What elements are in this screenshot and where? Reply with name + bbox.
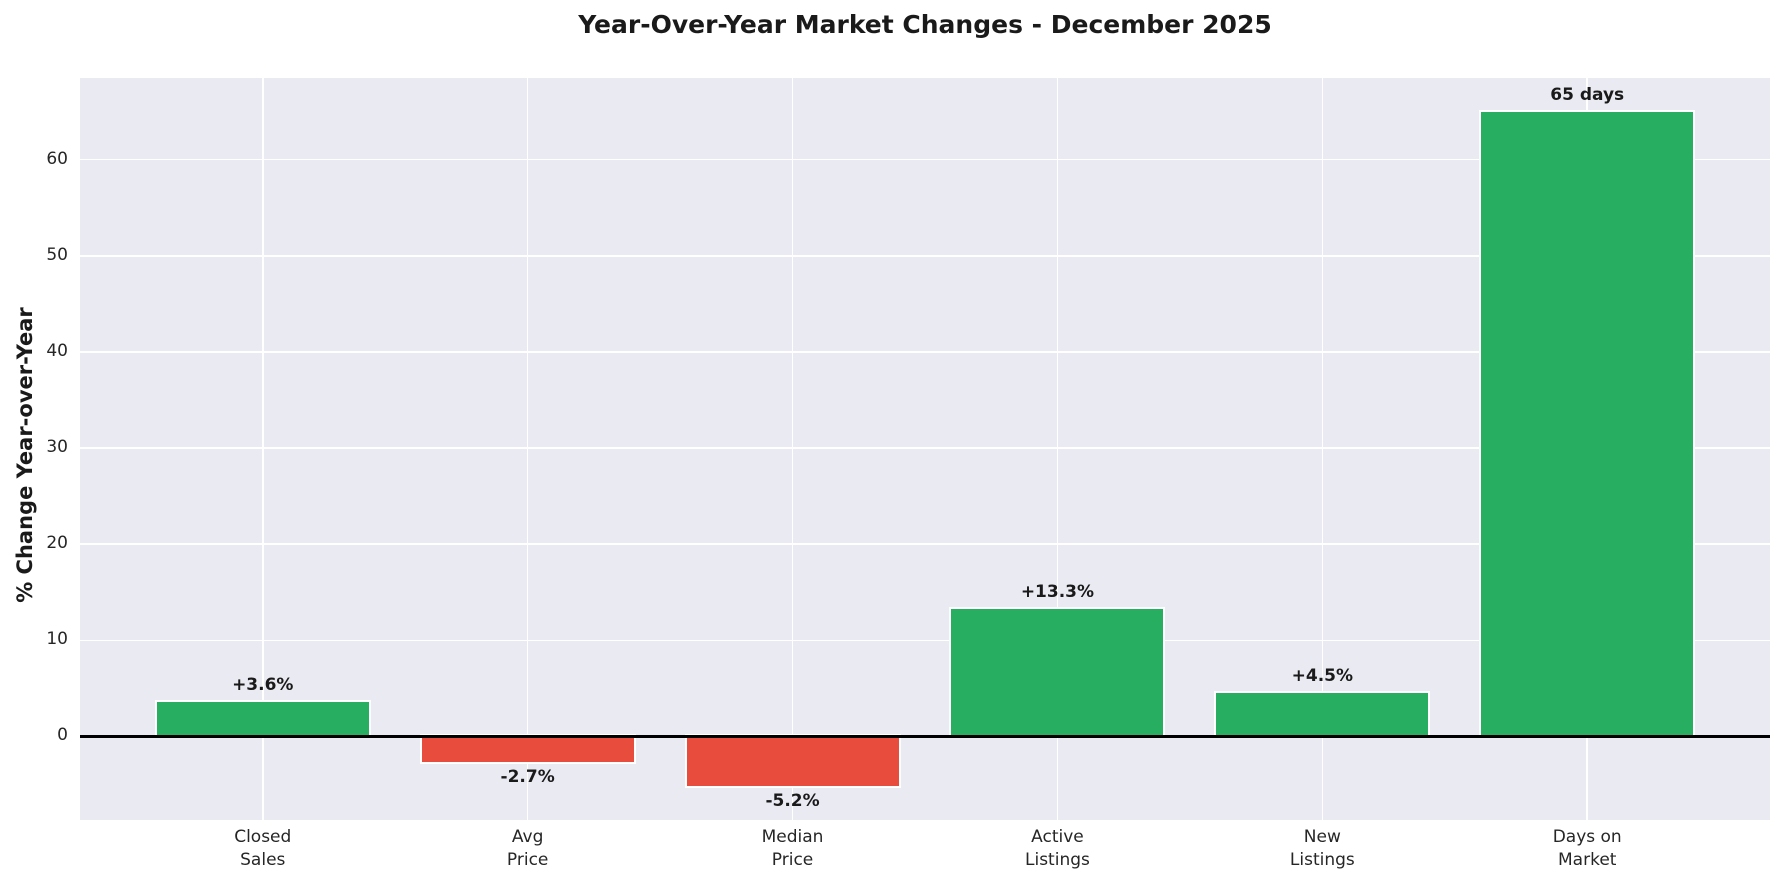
gridline-horizontal — [80, 351, 1770, 353]
bar-value-label: +3.6% — [232, 674, 294, 695]
gridline-vertical — [526, 78, 529, 820]
chart-bar — [949, 606, 1166, 739]
y-tick-label: 10 — [46, 629, 68, 650]
y-tick-label: 0 — [57, 725, 68, 746]
chart-bar — [154, 699, 371, 739]
bar-value-label: +13.3% — [1020, 581, 1095, 602]
bar-value-label: -5.2% — [765, 791, 820, 812]
chart-bar — [1479, 109, 1696, 739]
x-tick-label: New Listings — [1289, 827, 1355, 870]
x-tick-label: Median Price — [761, 827, 824, 870]
y-tick-label: 60 — [46, 148, 68, 169]
y-tick-label: 40 — [46, 340, 68, 361]
plot-area: +3.6% -2.7% -5.2% +13.3% +4.5% 65 days — [80, 78, 1770, 820]
gridline-horizontal — [80, 543, 1770, 545]
y-tick-label: 50 — [46, 244, 68, 265]
bar-value-label: -2.7% — [500, 767, 555, 788]
gridline-vertical — [262, 78, 264, 820]
gridline-horizontal — [80, 447, 1770, 449]
x-tick-label: Days on Market — [1552, 827, 1622, 870]
x-tick-label: Closed Sales — [234, 827, 292, 870]
chart-title: Year-Over-Year Market Changes - December… — [578, 10, 1272, 39]
y-tick-label: 30 — [46, 437, 68, 458]
y-tick-label: 20 — [46, 533, 68, 554]
gridline-vertical — [791, 78, 794, 820]
gridline-vertical — [1321, 78, 1324, 820]
bar-value-label: 65 days — [1550, 84, 1625, 105]
chart-bar — [1214, 691, 1431, 739]
bar-value-label: +4.5% — [1291, 666, 1354, 687]
x-tick-label: Avg Price — [506, 827, 549, 870]
gridline-vertical — [1056, 78, 1059, 820]
gridline-horizontal — [80, 639, 1770, 642]
gridline-horizontal — [80, 158, 1770, 161]
chart-bar — [684, 734, 901, 789]
zero-axis-line — [80, 734, 1770, 738]
x-tick-label: Active Listings — [1025, 827, 1090, 870]
gridline-horizontal — [80, 255, 1770, 257]
chart-bar — [419, 734, 636, 765]
